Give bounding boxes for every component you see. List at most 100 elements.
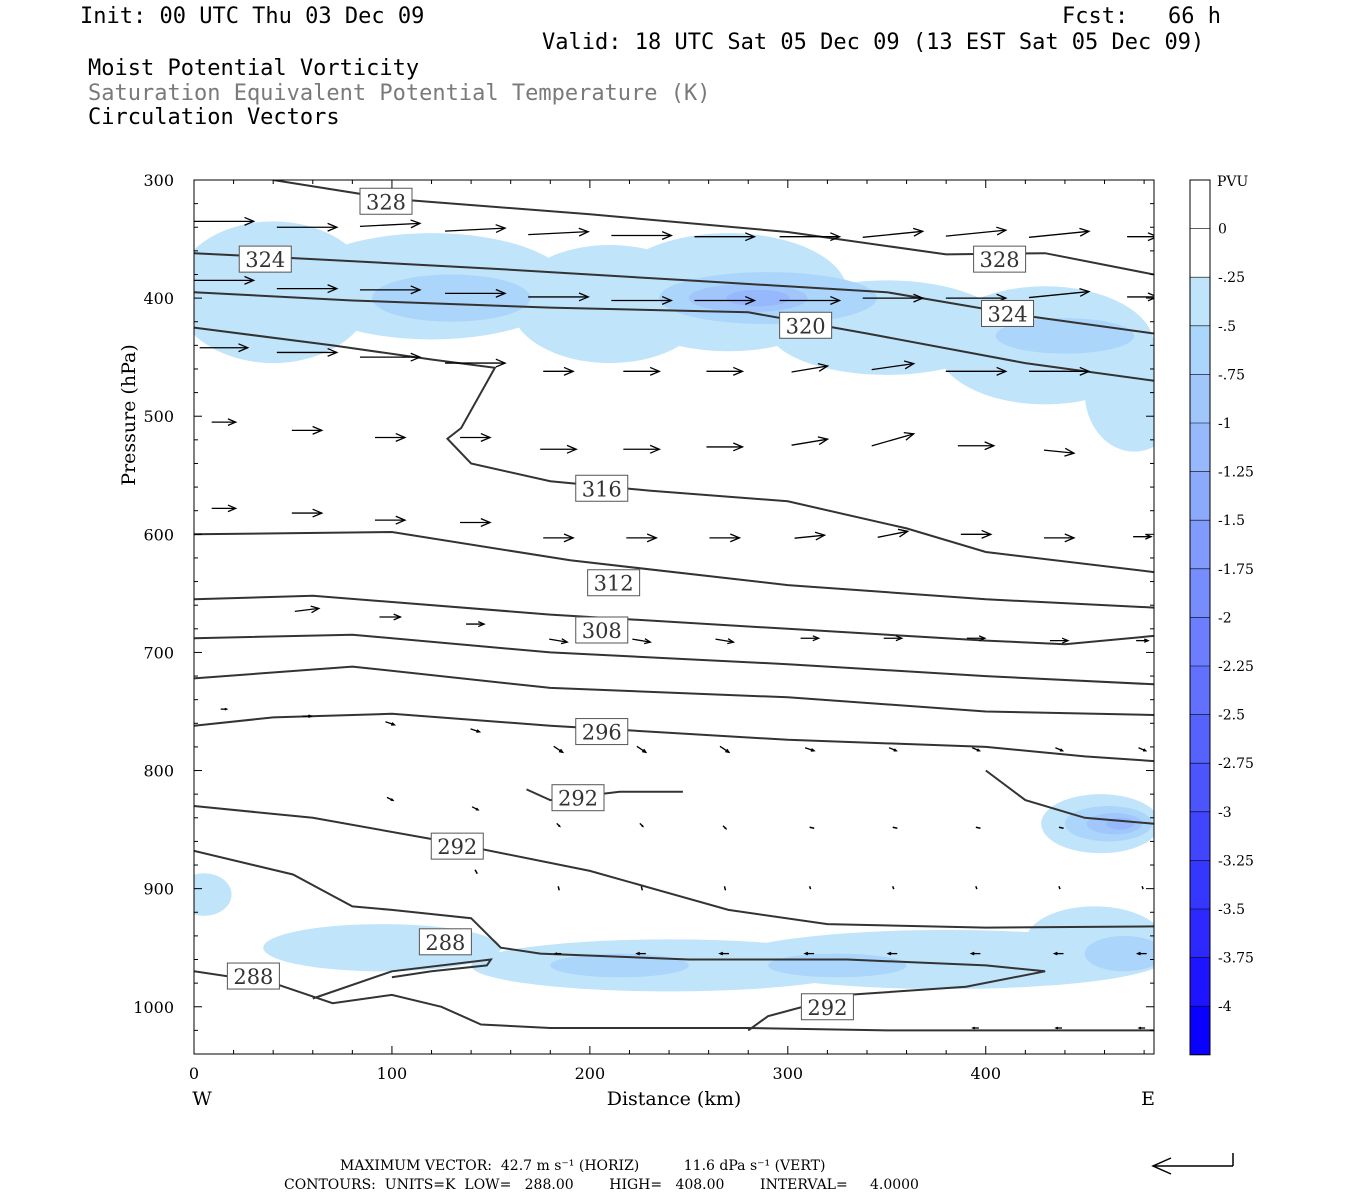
vector-head	[1145, 533, 1153, 540]
colorbar-label: -2	[1218, 610, 1232, 626]
circulation-vector	[969, 951, 981, 956]
circulation-vector	[623, 444, 662, 454]
vector-shaft	[715, 638, 734, 643]
colorbar-swatch	[1190, 957, 1210, 1007]
vector-head	[1147, 292, 1154, 302]
circulation-vector	[694, 232, 757, 242]
circulation-vector	[1049, 637, 1070, 644]
circulation-vector	[809, 826, 815, 829]
colorbar-label: -1.75	[1218, 562, 1254, 578]
vector-head	[578, 227, 590, 237]
colorbar-label: -.5	[1218, 319, 1236, 335]
circulation-vector	[862, 227, 925, 238]
colorbar-swatch	[1190, 568, 1210, 618]
theta-es-contour-300	[194, 665, 1154, 716]
colorbar-label: -.75	[1218, 367, 1245, 383]
colorbar-label: -3	[1218, 805, 1232, 821]
valid-time: Valid: 18 UTC Sat 05 Dec 09 (13 EST Sat …	[542, 30, 1205, 55]
vector-shaft	[975, 886, 978, 890]
vector-head	[393, 613, 403, 621]
circulation-vector	[611, 231, 674, 241]
circulation-vector	[276, 347, 339, 357]
vector-head	[227, 504, 238, 513]
vector-head	[725, 748, 731, 754]
circulation-vector	[543, 533, 575, 543]
vector-head	[635, 951, 640, 956]
vector-head	[1079, 227, 1091, 237]
circulation-vector	[460, 432, 492, 442]
circulation-vector	[1127, 232, 1154, 242]
axes: 300 400 500 600 700 800 900 1000 0 100 200 300 400	[133, 171, 1154, 1083]
contour-label-box	[359, 187, 413, 215]
circulation-vector	[803, 951, 815, 956]
contour-label: 288	[418, 928, 472, 956]
vector-head	[1064, 447, 1076, 457]
theta-es-contour-312	[194, 530, 1154, 609]
vector-head	[227, 418, 238, 426]
circulation-vector	[957, 441, 996, 451]
circulation-vector	[871, 431, 916, 447]
circulation-vector	[471, 806, 480, 811]
pv-shading	[194, 221, 1154, 992]
contour-label-text: 328	[366, 190, 406, 214]
colorbar-label: -1	[1218, 416, 1232, 432]
circulation-vector	[706, 442, 745, 452]
vector-shaft	[640, 886, 644, 891]
colorbar-swatch	[1190, 180, 1210, 229]
pv-region	[726, 289, 790, 307]
circulation-vector	[719, 745, 731, 754]
vector-head	[495, 224, 507, 234]
vector-shaft	[892, 886, 895, 890]
contour-label-box	[587, 569, 641, 597]
vector-shaft	[892, 826, 898, 829]
circulation-vector	[892, 886, 895, 890]
pv-region	[194, 873, 232, 916]
vector-head	[733, 442, 745, 452]
circulation-vector	[276, 222, 339, 232]
circulation-vector	[791, 436, 830, 446]
vector-head	[410, 285, 422, 295]
vector-shaft	[1141, 886, 1144, 890]
vector-head	[727, 638, 736, 645]
circulation-vector	[636, 745, 648, 754]
vector-head	[558, 748, 565, 754]
circulation-vector	[706, 366, 745, 376]
circulation-vector	[1028, 227, 1091, 238]
vector-shaft	[877, 530, 908, 538]
circulation-vector	[294, 605, 321, 614]
vector-head	[897, 528, 910, 538]
contour-label-box	[973, 245, 1027, 273]
circulation-vector	[808, 886, 812, 890]
colorbar-swatch	[1190, 617, 1210, 666]
vector-head	[1144, 638, 1150, 643]
circulation-vector	[888, 747, 898, 752]
colorbar-swatch	[1190, 714, 1210, 764]
colorbar-swatch	[1190, 763, 1210, 812]
circulation-vector	[611, 295, 674, 305]
vector-head	[563, 533, 575, 543]
theta-es-contour-320	[194, 291, 1154, 382]
vector-head	[646, 533, 659, 543]
contour-field-title: Saturation Equivalent Potential Temperat…	[88, 81, 711, 106]
west-label: W	[192, 1088, 212, 1110]
vector-shaft	[1043, 449, 1075, 454]
vector-shaft	[871, 433, 914, 447]
circulation-vector	[374, 432, 407, 442]
contour-label-box	[238, 245, 292, 273]
vector-head	[886, 951, 892, 956]
contour-label: 320	[779, 311, 833, 339]
circulation-vector	[966, 635, 987, 642]
circulation-vector	[359, 219, 422, 229]
vector-head	[390, 798, 395, 802]
contour-label-text: 320	[786, 314, 826, 338]
vector-shaft	[474, 869, 478, 875]
init-time: Init: 00 UTC Thu 03 Dec 09	[80, 4, 425, 29]
colorbar-title: PVU	[1217, 174, 1249, 190]
vector-head	[745, 232, 757, 242]
circulation-vector	[709, 533, 742, 543]
contour-label: 292	[551, 784, 605, 812]
circulation-vector	[211, 504, 238, 513]
plot-frame	[193, 179, 1155, 1055]
vector-head	[718, 951, 724, 956]
circulation-vector	[1028, 287, 1091, 299]
